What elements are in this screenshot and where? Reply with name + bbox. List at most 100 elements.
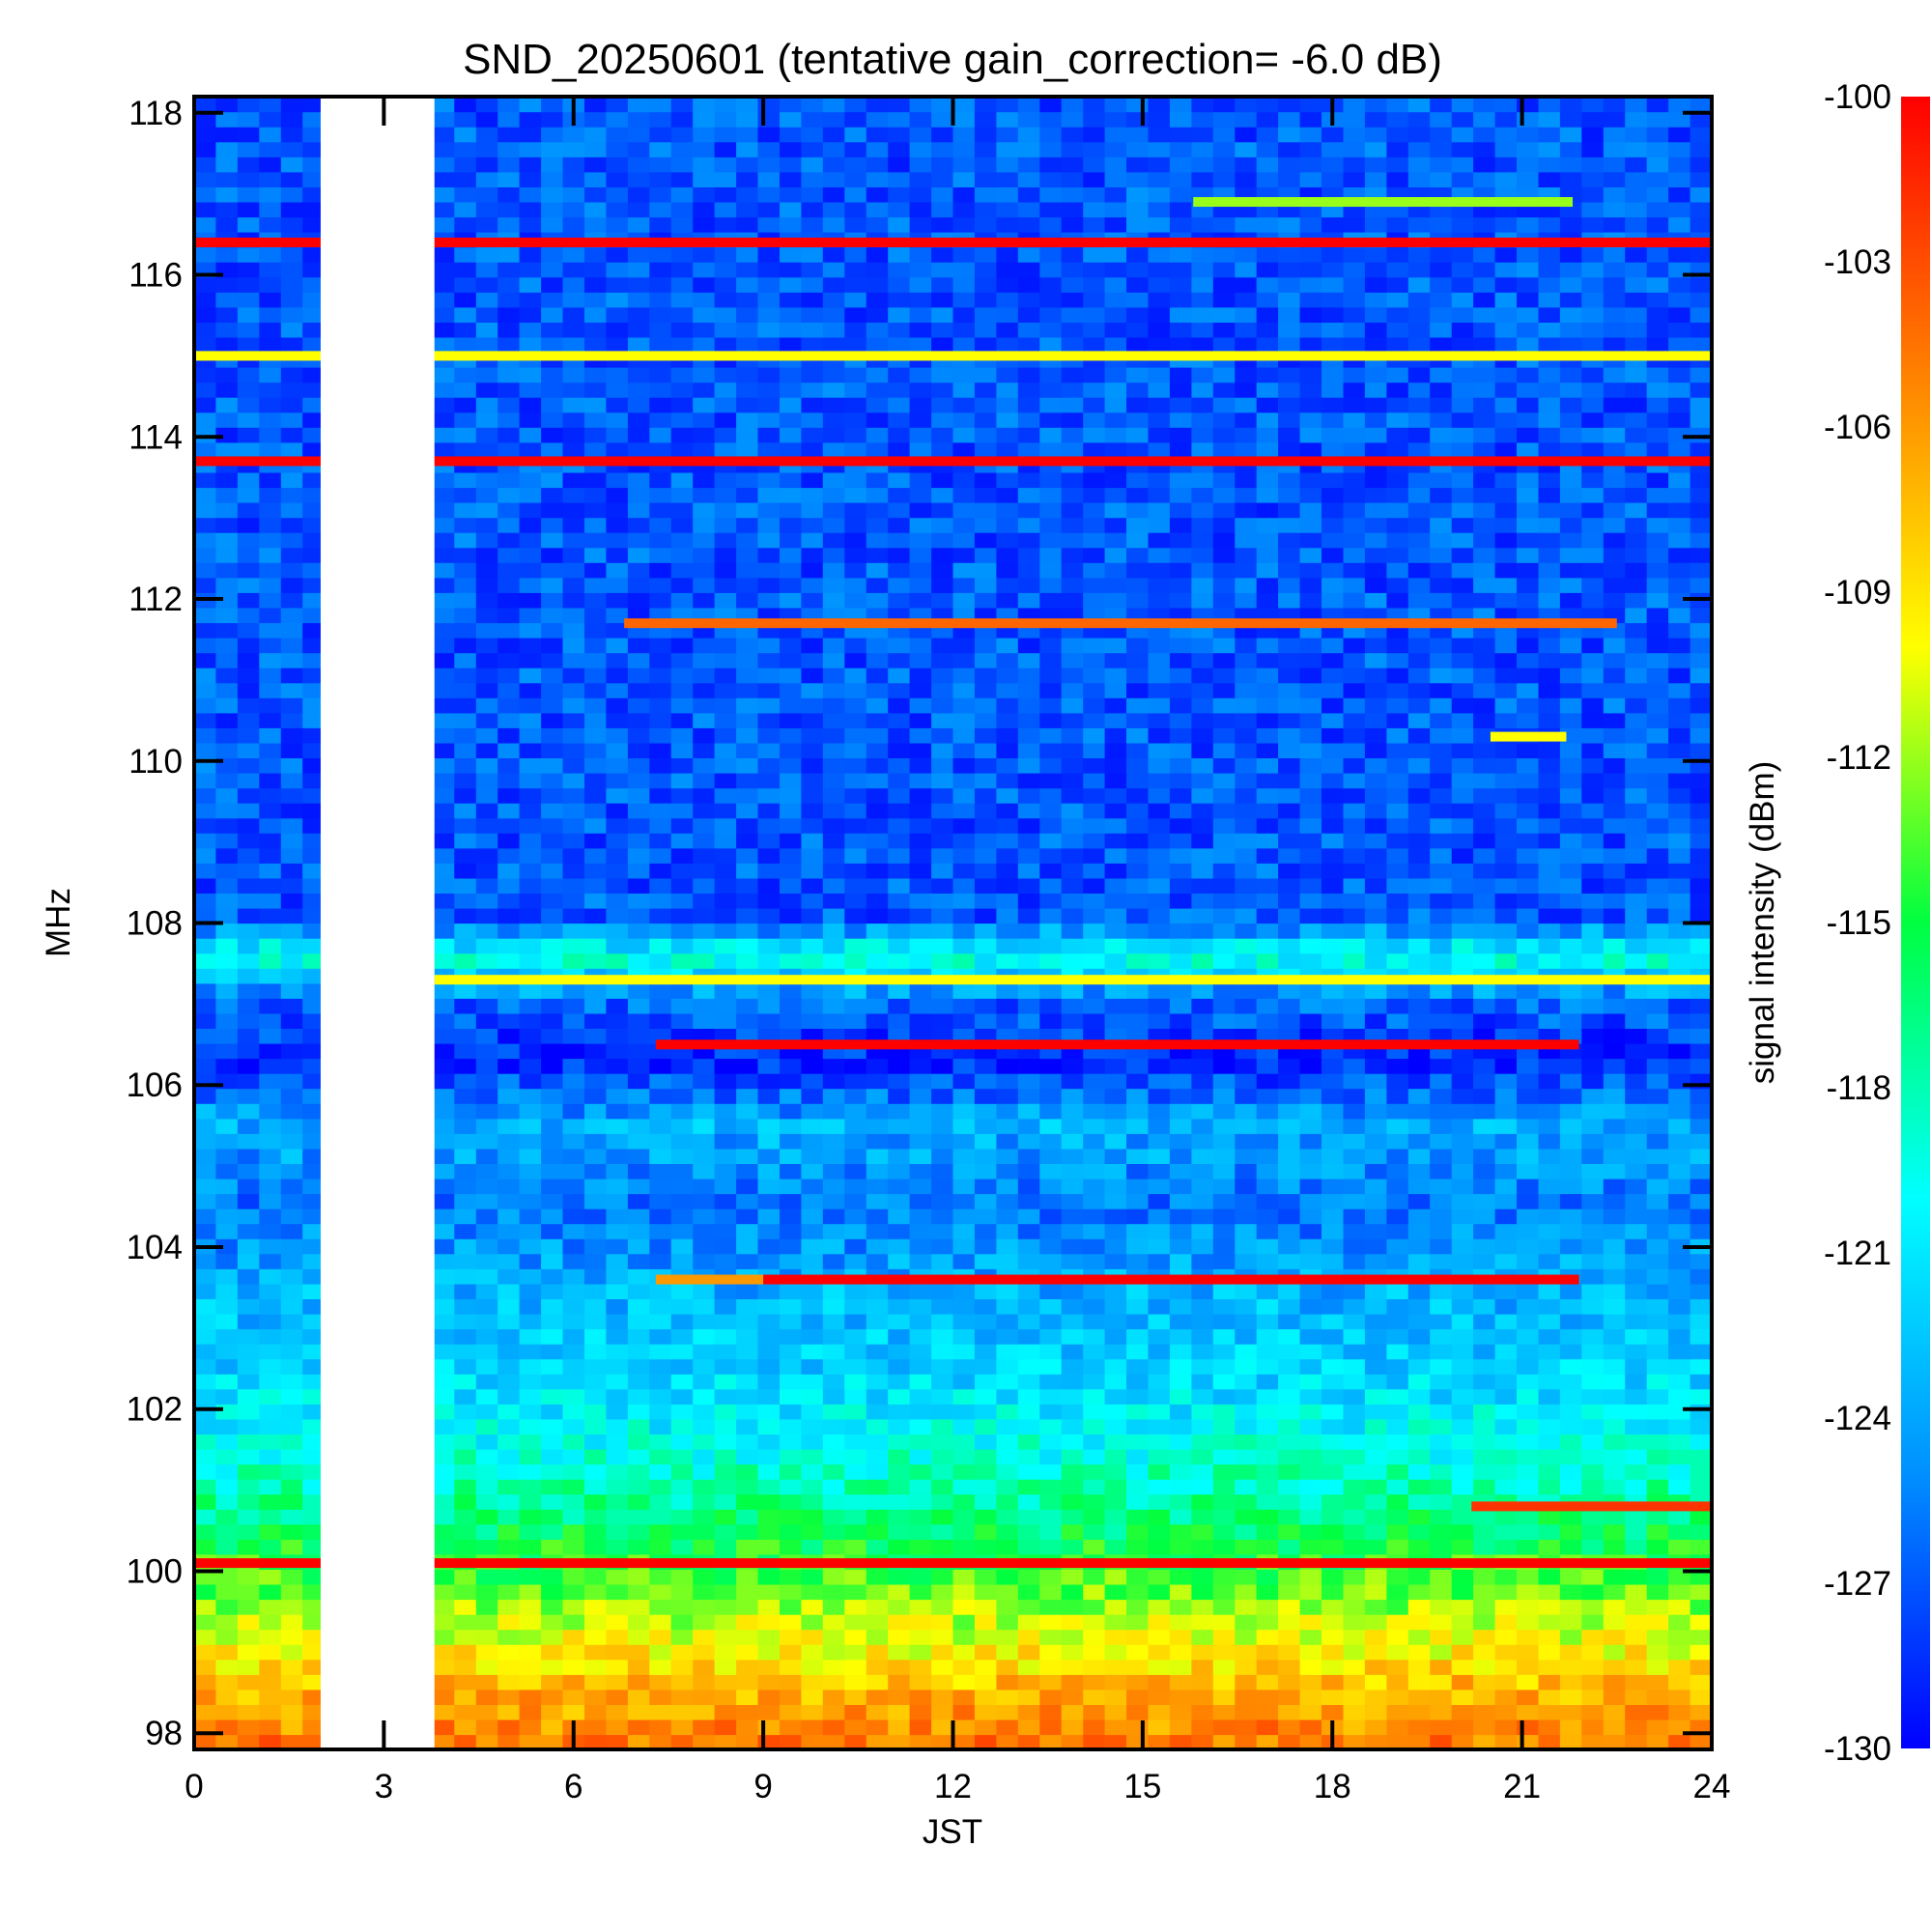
heatmap-cell <box>475 803 498 819</box>
heatmap-cell <box>627 863 650 879</box>
heatmap-cell <box>1256 1629 1279 1645</box>
heatmap-cell <box>1559 817 1582 834</box>
heatmap-cell <box>1386 1493 1409 1510</box>
heatmap-cell <box>844 998 867 1014</box>
heatmap-cell <box>1278 682 1301 698</box>
heatmap-cell <box>1494 1583 1518 1601</box>
heatmap-cell <box>1517 742 1539 758</box>
heatmap-cell <box>1538 1614 1561 1631</box>
heatmap-cell <box>194 982 216 999</box>
heatmap-cell <box>1169 1509 1192 1525</box>
heatmap-cell <box>454 1448 477 1465</box>
heatmap-cell <box>1581 1674 1605 1690</box>
heatmap-cell <box>1386 833 1409 849</box>
heatmap-cell <box>801 863 824 879</box>
heatmap-cell <box>454 1734 477 1749</box>
heatmap-cell <box>714 1659 737 1675</box>
heatmap-cell <box>1473 1163 1496 1179</box>
heatmap-cell <box>1581 1283 1605 1299</box>
heatmap-cell <box>1364 1344 1387 1360</box>
heatmap-cell <box>519 787 542 804</box>
heatmap-cell <box>866 1719 889 1736</box>
heatmap-cell <box>844 847 867 864</box>
heatmap-cell <box>888 1539 911 1555</box>
heatmap-cell <box>584 982 607 999</box>
heatmap-cell <box>844 757 867 774</box>
heatmap-cell <box>714 1133 737 1150</box>
heatmap-cell <box>1407 1509 1431 1525</box>
heatmap-cell <box>1430 1374 1453 1390</box>
heatmap-cell <box>1126 938 1149 954</box>
heatmap-cell <box>1343 1374 1366 1390</box>
heatmap-cell <box>649 1734 672 1749</box>
heatmap-cell <box>1083 1629 1106 1645</box>
heatmap-cell <box>1278 727 1301 744</box>
heatmap-cell <box>1581 1058 1605 1074</box>
heatmap-cell <box>1517 1193 1539 1209</box>
heatmap-cell <box>432 1674 455 1690</box>
heatmap-cell <box>541 1268 564 1285</box>
heatmap-cell <box>1083 1599 1106 1615</box>
heatmap-cell <box>996 1629 1019 1645</box>
heatmap-cell <box>1364 952 1387 969</box>
heatmap-cell <box>1364 1118 1387 1134</box>
heatmap-cell <box>1191 1629 1214 1645</box>
heatmap-cell <box>1017 1178 1040 1195</box>
heatmap-cell <box>931 907 954 924</box>
heatmap-cell <box>1494 847 1518 864</box>
heatmap-cell <box>1278 1493 1301 1510</box>
heatmap-cell <box>259 1313 282 1330</box>
heatmap-cell <box>822 863 845 879</box>
heatmap-cell <box>519 833 542 849</box>
heatmap-cell <box>1668 727 1691 744</box>
heatmap-cell <box>1278 1148 1301 1164</box>
heatmap-cell <box>1646 1659 1669 1675</box>
heatmap-cell <box>1386 1073 1409 1090</box>
heatmap-cell <box>1451 833 1474 849</box>
heatmap-cell <box>1430 1118 1453 1134</box>
heatmap-cell <box>1061 1163 1084 1179</box>
heatmap-cell <box>974 1734 997 1749</box>
heatmap-cell <box>888 1208 911 1225</box>
heatmap-cell <box>432 938 455 954</box>
heatmap-cell <box>888 1704 911 1720</box>
heatmap-cell <box>1039 863 1063 879</box>
heatmap-cell <box>280 1042 303 1060</box>
heatmap-cell <box>454 982 477 999</box>
heatmap-cell <box>844 1328 867 1345</box>
heatmap-cell <box>714 1313 737 1330</box>
heatmap-cell <box>497 712 521 728</box>
heatmap-cell <box>1407 847 1431 864</box>
heatmap-cell <box>1668 817 1691 834</box>
heatmap-cell <box>1299 817 1322 834</box>
heatmap-cell <box>432 1012 455 1029</box>
heatmap-cell <box>1581 907 1605 924</box>
heatmap-cell <box>1603 1253 1626 1269</box>
heatmap-cell <box>931 1629 954 1645</box>
heatmap-cell <box>974 1448 997 1465</box>
heatmap-cell <box>259 1073 282 1090</box>
heatmap-cell <box>1473 1719 1496 1736</box>
heatmap-cell <box>1039 1223 1063 1239</box>
heatmap-cell <box>714 877 737 894</box>
heatmap-cell <box>1690 1719 1712 1736</box>
heatmap-cell <box>909 1178 932 1195</box>
heatmap-cell <box>475 1734 498 1749</box>
heatmap-cell <box>454 787 477 804</box>
heatmap-cell <box>259 727 282 744</box>
heatmap-cell <box>1559 1238 1582 1255</box>
heatmap-cell <box>1430 1133 1453 1150</box>
heatmap-cell <box>822 1388 845 1405</box>
heatmap-cell <box>1646 1193 1669 1209</box>
heatmap-cell <box>736 682 759 698</box>
heatmap-cell <box>693 1073 716 1090</box>
heatmap-cell <box>497 1434 521 1450</box>
heatmap-cell <box>844 1689 867 1705</box>
heatmap-cell <box>519 1569 542 1585</box>
heatmap-cell <box>1538 1719 1561 1736</box>
heatmap-cell <box>1017 817 1040 834</box>
heatmap-cell <box>259 1463 282 1480</box>
heatmap-cell <box>1191 877 1214 894</box>
heatmap-cell <box>1517 1644 1539 1661</box>
heatmap-cell <box>1581 1509 1605 1525</box>
